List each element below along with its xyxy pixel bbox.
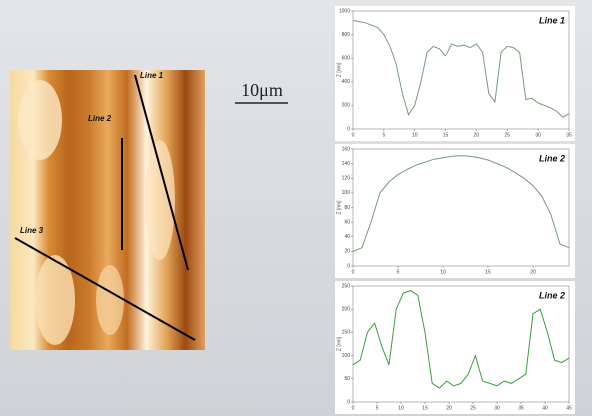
profile-chart: 0 50 100 150 200 250 0 5 10 15 20 25 30 35 40 45 Z [nm] L… [335,281,575,414]
profile-line [14,237,196,341]
x-tick-label: 5 [397,269,400,275]
x-tick-label: 15 [485,269,491,275]
grain [35,255,75,345]
y-tick-label: 0 [347,126,350,132]
chart-title: Line 2 [539,290,565,300]
x-tick-label: 15 [422,405,428,411]
scale-bar-label: 10μm [241,80,283,100]
grain [18,80,62,160]
x-tick-label: 0 [352,269,355,275]
x-tick-label: 25 [470,405,476,411]
y-axis-label: Z [nm] [336,62,342,77]
y-tick-label: 20 [344,249,350,255]
profile-chart: 0 20 40 60 80 100 120 140 160 0 5 10 15 20 Z [nm] Line … [335,144,575,278]
grain [145,140,175,260]
x-tick-label: 45 [566,405,572,411]
x-tick-label: 10 [412,132,418,138]
x-tick-label: 10 [398,405,404,411]
x-tick-label: 10 [440,269,446,275]
x-tick-label: 35 [566,132,572,138]
line-label: Line 2 [88,114,112,123]
x-tick-label: 5 [376,405,379,411]
y-tick-label: 120 [342,176,351,182]
y-tick-label: 1000 [339,8,350,14]
x-tick-label: 20 [446,405,452,411]
y-tick-label: 60 [344,219,350,225]
y-tick-label: 40 [344,234,350,240]
chart-panel [335,144,575,278]
grain [96,265,124,335]
y-tick-label: 50 [344,376,350,382]
y-tick-label: 250 [342,283,351,289]
y-tick-label: 0 [347,263,350,269]
plot-frame [352,10,570,130]
x-tick-label: 35 [518,405,524,411]
x-tick-label: 20 [530,269,536,275]
y-tick-label: 150 [342,330,351,336]
y-tick-label: 80 [344,205,350,211]
profile-line [352,19,570,118]
x-tick-label: 30 [494,405,500,411]
y-tick-label: 100 [342,190,351,196]
plot-frame [352,285,570,403]
y-tick-label: 600 [342,56,351,62]
y-tick-label: 0 [347,399,350,405]
x-tick-label: 30 [535,132,541,138]
y-tick-label: 400 [342,79,351,85]
y-tick-label: 160 [342,146,351,152]
x-tick-label: 40 [542,405,548,411]
chart-panel [335,6,575,141]
line-label: Line 3 [20,226,44,235]
profile-line [352,155,570,252]
x-tick-label: 25 [505,132,511,138]
y-axis-label: Z [nm] [336,336,342,351]
x-tick-label: 5 [382,132,385,138]
x-tick-label: 20 [474,132,480,138]
profile-line [134,74,189,271]
chart-title: Line 1 [539,15,565,25]
afm-image: Line 1 Line 2 Line 3 10μm [10,70,288,350]
y-tick-label: 800 [342,32,351,38]
profile-line [352,290,570,389]
line-label: Line 1 [140,71,164,80]
x-tick-label: 0 [352,132,355,138]
profile-chart: 0 200 400 600 800 1000 0 5 10 15 20 25 30 35 Z [nm] Lin… [335,6,575,141]
chart-panel [335,281,575,414]
y-axis-label: Z [nm] [336,200,342,215]
chart-title: Line 2 [539,153,565,163]
y-tick-label: 100 [342,353,351,359]
y-tick-label: 200 [342,103,351,109]
x-tick-label: 15 [443,132,449,138]
y-tick-label: 200 [342,307,351,313]
y-tick-label: 140 [342,161,351,167]
x-tick-label: 0 [352,405,355,411]
